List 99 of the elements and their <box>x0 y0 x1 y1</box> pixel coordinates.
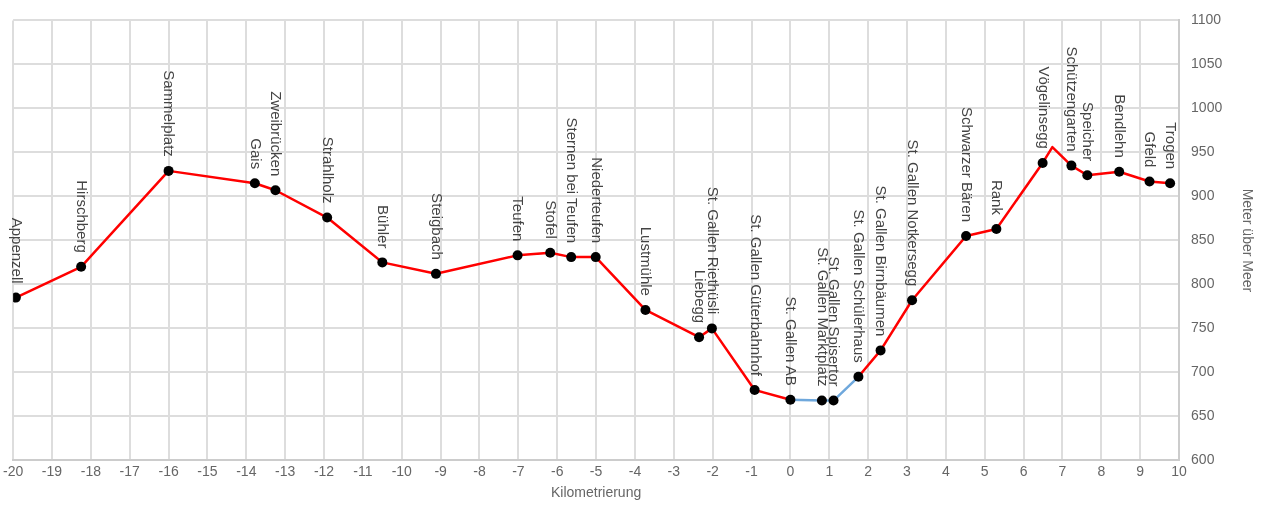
y-tick-label: 1050 <box>1191 55 1223 72</box>
y-tick-label: 650 <box>1191 407 1215 424</box>
x-tick-label: -15 <box>197 462 218 479</box>
annotation: Trogen <box>1162 122 1180 170</box>
x-tick-label: 4 <box>941 462 950 479</box>
point <box>785 394 796 405</box>
point <box>512 250 523 261</box>
point <box>1144 176 1155 187</box>
x-tick-label: 1 <box>825 462 834 479</box>
annotation: Stofel <box>543 200 561 239</box>
annotation: Rank <box>989 179 1007 216</box>
annotation: St. Gallen Schülerhaus <box>851 209 869 363</box>
x-tick-label: 10 <box>1171 462 1188 479</box>
annotation: Speicher <box>1080 102 1098 162</box>
point <box>816 395 827 406</box>
point <box>1114 166 1125 177</box>
x-tick-label: -19 <box>41 462 63 479</box>
y-tick-label: 700 <box>1191 363 1215 380</box>
point <box>907 295 918 306</box>
point <box>875 345 886 356</box>
y-tick-label: 600 <box>1191 451 1215 468</box>
point <box>377 257 388 268</box>
annotation: Vögelinsegg <box>1035 66 1053 149</box>
annotation: Hirschberg <box>73 180 91 253</box>
annotation: Gais <box>247 138 265 170</box>
annotation: Lustmühle <box>638 226 656 296</box>
x-tick-label: -9 <box>434 462 448 479</box>
annotation: Steigbach <box>428 193 446 260</box>
x-tick-label: 5 <box>980 462 989 479</box>
x-tick-label: 2 <box>864 462 873 479</box>
point <box>163 165 174 176</box>
point <box>640 304 651 315</box>
annotation: St. Gallen Güterbahnhof <box>747 214 765 377</box>
point <box>270 185 281 196</box>
x-tick-label: 9 <box>1136 462 1145 479</box>
y-tick-label: 750 <box>1191 319 1215 336</box>
annotation: Appenzell <box>8 217 26 284</box>
x-tick-label: -17 <box>119 462 141 479</box>
x-tick-label: -14 <box>236 462 257 479</box>
x-tick-label: -13 <box>275 462 296 479</box>
x-tick-label: -4 <box>628 462 642 479</box>
x-axis-title: Kilometrierung <box>550 484 642 501</box>
point <box>1165 178 1176 189</box>
x-tick-label: -11 <box>353 462 373 479</box>
x-tick-label: -5 <box>589 462 603 479</box>
point <box>706 323 717 334</box>
point <box>76 261 87 272</box>
x-tick-label: -1 <box>745 462 758 479</box>
annotation: St. Gallen Birnbäumen <box>873 185 891 337</box>
y-tick-label: 1000 <box>1191 99 1223 116</box>
x-tick-label: -8 <box>473 462 486 479</box>
point <box>991 223 1002 234</box>
point <box>322 212 333 223</box>
x-tick-label: -10 <box>391 462 413 479</box>
annotation: Bühler <box>375 205 393 249</box>
point <box>828 395 839 406</box>
annotation: Zweibrücken <box>268 91 286 177</box>
x-tick-label: -12 <box>313 462 335 479</box>
point <box>853 371 864 382</box>
x-tick-label: 6 <box>1019 462 1028 479</box>
annotation: Teufen <box>510 196 528 242</box>
point <box>430 268 441 279</box>
y-tick-label: 950 <box>1191 143 1215 160</box>
point <box>694 332 705 343</box>
y-tick-label: 900 <box>1191 187 1215 204</box>
x-tick-label: 7 <box>1058 462 1067 479</box>
point <box>545 247 556 258</box>
x-tick-label: 3 <box>903 462 912 479</box>
x-tick-label: -18 <box>80 462 102 479</box>
point <box>249 178 260 189</box>
x-tick-label: 0 <box>786 462 795 479</box>
annotation: Schwarzer Bären <box>958 106 976 222</box>
x-tick-label: -2 <box>706 462 720 479</box>
x-tick-label: -7 <box>512 462 525 479</box>
point <box>961 231 972 241</box>
x-tick-label: -16 <box>158 462 179 479</box>
x-tick-label: -6 <box>551 462 564 479</box>
annotation: Sammelplatz <box>161 70 179 157</box>
y-tick-label: 800 <box>1191 275 1215 292</box>
y-axis-title: Meter über Meer <box>1239 188 1256 293</box>
point <box>1037 157 1048 168</box>
annotation: Bendlehn <box>1112 94 1130 158</box>
x-tick-label: -3 <box>667 462 681 479</box>
annotation: Sternen bei Teufen <box>564 117 582 244</box>
annotation: Strahlholz <box>320 136 337 204</box>
annotation: St. Gallen AB <box>783 296 801 386</box>
point <box>749 385 760 395</box>
y-tick-label: 1100 <box>1191 11 1222 28</box>
point <box>1066 160 1077 171</box>
point <box>1082 170 1093 181</box>
point <box>566 252 577 263</box>
annotation: Liebegg <box>691 269 709 324</box>
annotation: St. Gallen Notkersegg <box>904 139 922 287</box>
x-tick-label: 8 <box>1097 462 1106 479</box>
x-tick-label: -20 <box>3 462 24 479</box>
point <box>590 252 601 263</box>
annotation: Gfeld <box>1142 131 1160 168</box>
annotation: Niederteufen <box>588 157 606 244</box>
y-tick-label: 850 <box>1191 231 1215 248</box>
